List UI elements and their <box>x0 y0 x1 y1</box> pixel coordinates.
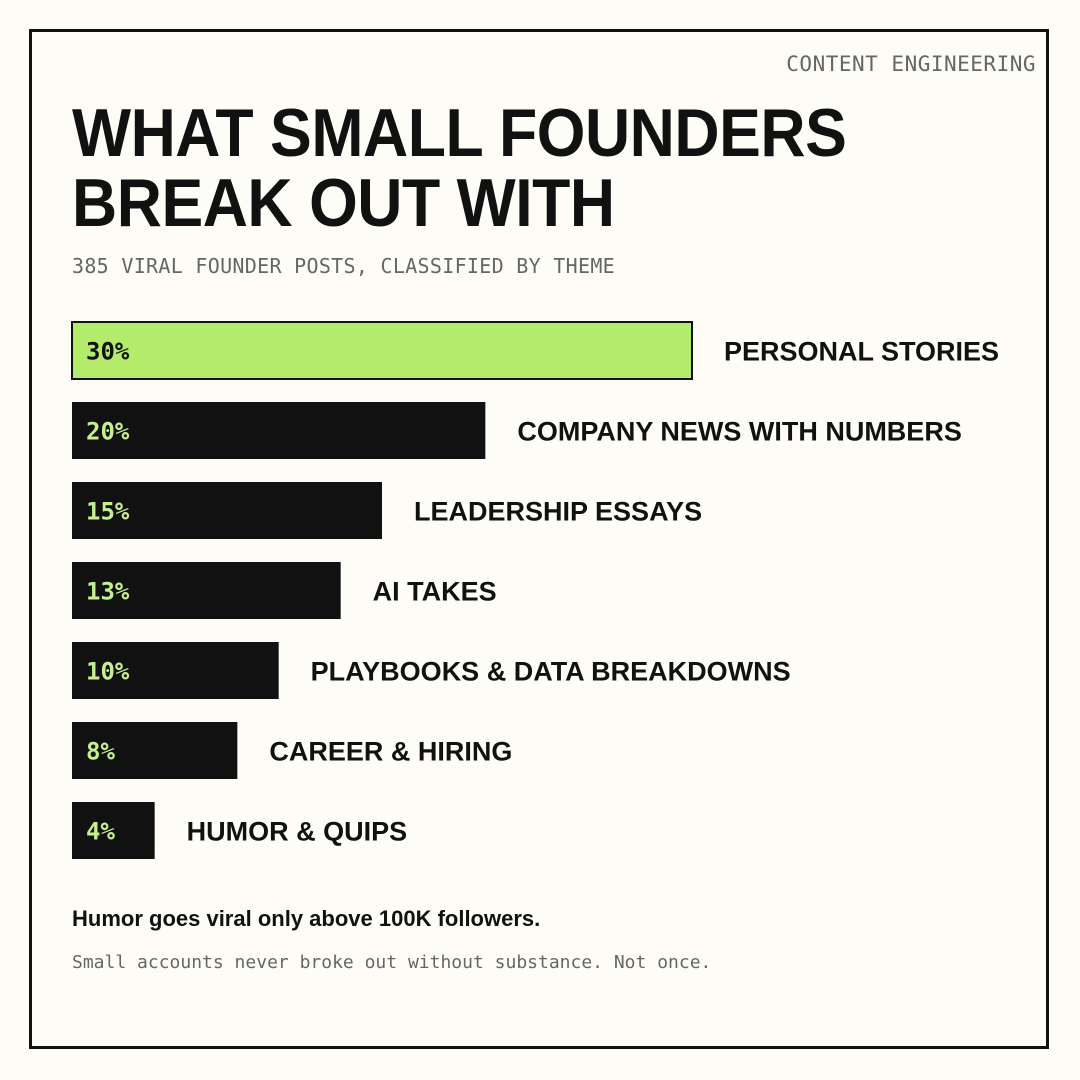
brand-label: CONTENT ENGINEERING <box>786 52 1036 76</box>
bar-value-label: 15% <box>86 498 130 526</box>
footnote-detail: Small accounts never broke out without s… <box>72 952 712 973</box>
bar-2 <box>72 482 382 539</box>
page-title: WHAT SMALL FOUNDERS BREAK OUT WITH <box>72 95 847 241</box>
bar-value-label: 10% <box>86 658 130 686</box>
bar-category-label: LEADERSHIP ESSAYS <box>414 497 702 527</box>
footnote: Humor goes viral only above 100K followe… <box>72 906 541 931</box>
bar-category-label: CAREER & HIRING <box>269 737 512 767</box>
title-line-2: BREAK OUT WITH <box>72 165 615 241</box>
bar-3 <box>72 562 341 619</box>
bar-category-label: HUMOR & QUIPS <box>187 817 408 847</box>
bar-value-label: 20% <box>86 418 130 446</box>
bar-category-label: AI TAKES <box>373 577 497 607</box>
page-subtitle: 385 VIRAL FOUNDER POSTS, CLASSIFIED BY T… <box>72 254 616 278</box>
bar-category-label: PERSONAL STORIES <box>724 337 999 367</box>
bar-value-label: 8% <box>86 738 115 766</box>
bar-value-label: 30% <box>86 338 130 366</box>
poster-frame: CONTENT ENGINEERING WHAT SMALL FOUNDERS … <box>29 29 1049 1049</box>
bar-5 <box>72 722 238 779</box>
title-line-1: WHAT SMALL FOUNDERS <box>72 95 847 171</box>
bar-value-label: 13% <box>86 578 130 606</box>
bar-1 <box>72 402 486 459</box>
bar-category-label: COMPANY NEWS WITH NUMBERS <box>517 417 962 447</box>
bar-6 <box>72 802 155 859</box>
bar-chart: 30% PERSONAL STORIES 20% COMPANY NEWS WITH … <box>71 321 999 859</box>
bar-4 <box>72 642 279 699</box>
bar-value-label: 4% <box>86 818 115 846</box>
bar-0 <box>71 321 693 380</box>
bar-category-label: PLAYBOOKS & DATA BREAKDOWNS <box>311 657 791 687</box>
